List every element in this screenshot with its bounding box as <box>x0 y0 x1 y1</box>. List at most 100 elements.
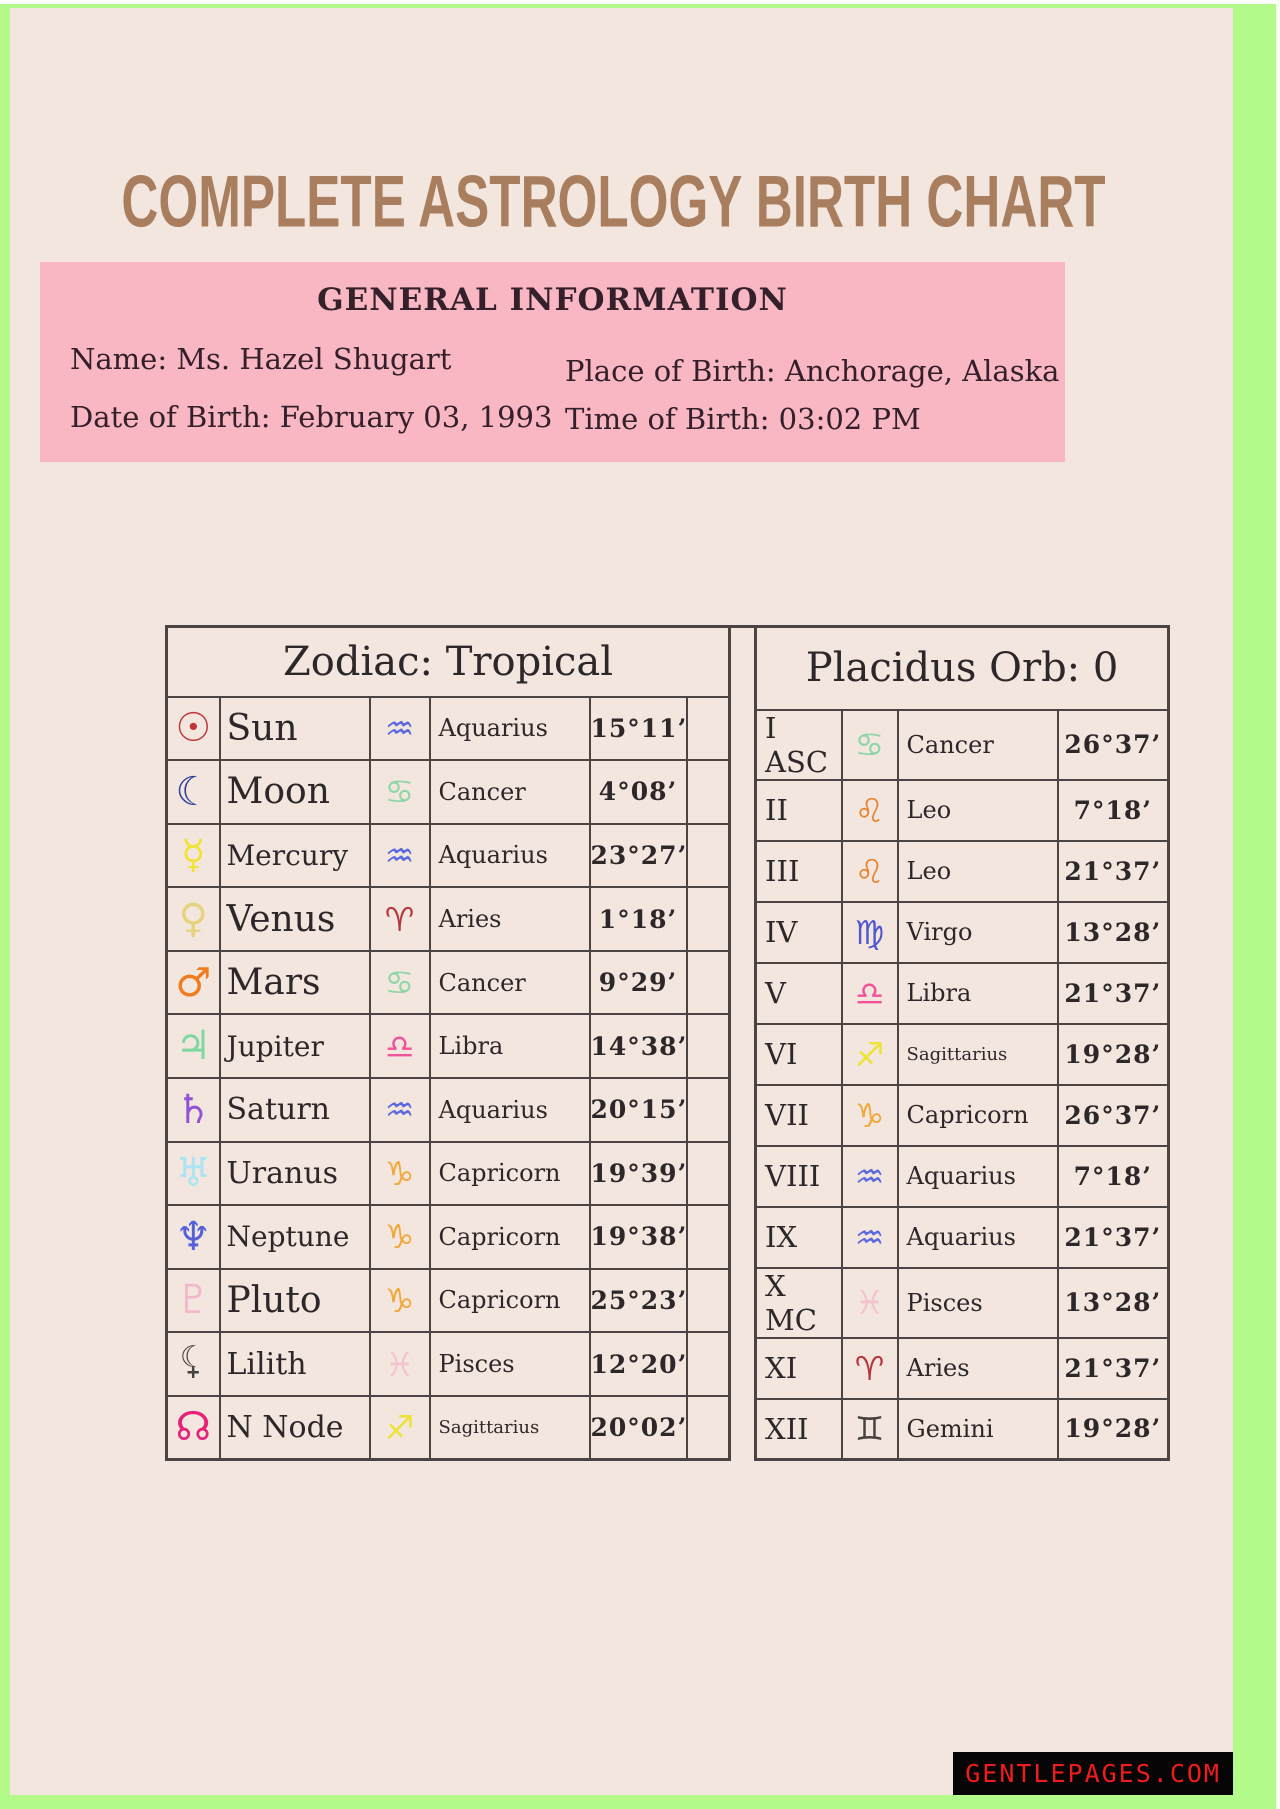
empty-cell <box>685 1140 731 1207</box>
virgo-icon: ♍ <box>854 912 885 952</box>
capricorn-icon: ♑ <box>384 1217 415 1257</box>
planet-name: Sun <box>218 695 371 762</box>
planet-name: Mercury <box>218 822 371 889</box>
planet-symbol-cell: ♆ <box>165 1204 221 1270</box>
table-gap-top-border <box>724 625 755 628</box>
empty-cell <box>685 822 731 889</box>
sign-symbol-cell: ♌ <box>840 778 899 842</box>
degree-value: 23°27’ <box>588 822 688 889</box>
general-info-left-column: Name: Ms. Hazel Shugart Date of Birth: F… <box>70 342 552 434</box>
degree-value: 19°28’ <box>1056 1022 1170 1086</box>
zodiac-row: ☾ Moon ♋ Cancer 4°08’ <box>165 759 731 825</box>
degree-value: 7°18’ <box>1056 1144 1170 1208</box>
sagittarius-icon: ♐ <box>854 1034 885 1074</box>
empty-cell <box>685 1267 731 1334</box>
sign-symbol-cell: ♈ <box>368 886 431 952</box>
house-row: V ♎ Libra 21°37’ <box>754 961 1170 1025</box>
house-row: III ♌ Leo 21°37’ <box>754 839 1170 903</box>
aquarius-icon: ♒ <box>854 1156 885 1196</box>
degree-value: 15°11’ <box>588 695 688 762</box>
house-label: VIII <box>754 1144 843 1208</box>
pisces-icon: ♓ <box>384 1344 415 1384</box>
libra-icon: ♎ <box>854 973 885 1013</box>
sign-name: Virgo <box>896 900 1059 964</box>
sign-symbol-cell: ♋ <box>840 708 899 781</box>
sign-symbol-cell: ♓ <box>368 1331 431 1397</box>
aquarius-icon: ♒ <box>384 835 415 875</box>
leo-icon: ♌ <box>854 851 885 891</box>
house-label: IX <box>754 1205 843 1269</box>
house-row: X MC ♓ Pisces 13°28’ <box>754 1266 1170 1339</box>
degree-value: 21°37’ <box>1056 839 1170 903</box>
house-row: VI ♐ Sagittarius 19°28’ <box>754 1022 1170 1086</box>
degree-value: 4°08’ <box>588 759 688 825</box>
neptune-icon: ♆ <box>175 1213 212 1260</box>
degree-value: 13°28’ <box>1056 900 1170 964</box>
zodiac-row: ☊ N Node ♐ Sagittarius 20°02’ <box>165 1394 731 1461</box>
sign-name: Aquarius <box>428 822 591 889</box>
planet-name: Neptune <box>218 1204 371 1270</box>
aquarius-icon: ♒ <box>384 708 415 748</box>
sign-name: Libra <box>896 961 1059 1025</box>
cancer-icon: ♋ <box>384 963 415 1003</box>
house-row: VII ♑ Capricorn 26°37’ <box>754 1083 1170 1147</box>
degree-value: 19°38’ <box>588 1204 688 1270</box>
sign-name: Cancer <box>896 708 1059 781</box>
planet-symbol-cell: ☉ <box>165 695 221 762</box>
sign-name: Gemini <box>896 1397 1059 1461</box>
planet-name: Lilith <box>218 1331 371 1397</box>
lilith-icon: ☾ + <box>179 1339 207 1385</box>
sign-symbol-cell: ♑ <box>368 1204 431 1270</box>
degree-value: 9°29’ <box>588 949 688 1016</box>
moon-icon: ☾ <box>175 768 212 815</box>
house-label: XI <box>754 1336 843 1400</box>
document-body: COMPLETE ASTROLOGY BIRTH CHART GENERAL I… <box>10 8 1233 1795</box>
planet-name: Moon <box>218 759 371 825</box>
sign-name: Aries <box>896 1336 1059 1400</box>
house-label: II <box>754 778 843 842</box>
general-info-heading: GENERAL INFORMATION <box>317 282 788 318</box>
planet-name: Saturn <box>218 1076 371 1143</box>
sign-symbol-cell: ♋ <box>368 759 431 825</box>
empty-cell <box>685 1331 731 1397</box>
capricorn-icon: ♑ <box>854 1095 885 1135</box>
sign-symbol-cell: ♑ <box>840 1083 899 1147</box>
degree-value: 21°37’ <box>1056 961 1170 1025</box>
house-row: I ASC ♋ Cancer 26°37’ <box>754 708 1170 781</box>
sign-name: Cancer <box>428 949 591 1016</box>
chart-tables: Zodiac: Tropical ☉ Sun ♒ Aquarius 15°11’ ☾ Moo… <box>165 625 1171 1461</box>
place-of-birth-line: Place of Birth: Anchorage, Alaska <box>565 354 1060 388</box>
sign-name: Aquarius <box>428 1076 591 1143</box>
house-row: XII ♊ Gemini 19°28’ <box>754 1397 1170 1461</box>
house-label: III <box>754 839 843 903</box>
zodiac-row: ♅ Uranus ♑ Capricorn 19°39’ <box>165 1140 731 1207</box>
sign-name: Aquarius <box>896 1205 1059 1269</box>
sign-name: Capricorn <box>428 1140 591 1207</box>
empty-cell <box>685 1204 731 1270</box>
sign-name: Aries <box>428 886 591 952</box>
planet-symbol-cell: ☾ <box>165 759 221 825</box>
sign-name: Pisces <box>896 1266 1059 1339</box>
name-line: Name: Ms. Hazel Shugart <box>70 342 452 376</box>
saturn-icon: ♄ <box>175 1086 212 1133</box>
degree-value: 7°18’ <box>1056 778 1170 842</box>
zodiac-header-row: Zodiac: Tropical <box>165 625 731 698</box>
pluto-icon: ♇ <box>175 1277 212 1324</box>
aries-icon: ♈ <box>854 1348 885 1388</box>
house-label: VII <box>754 1083 843 1147</box>
cancer-icon: ♋ <box>384 772 415 812</box>
sign-name: Cancer <box>428 759 591 825</box>
gemini-icon: ♊ <box>854 1409 885 1449</box>
sign-name: Capricorn <box>428 1267 591 1334</box>
degree-value: 21°37’ <box>1056 1336 1170 1400</box>
planet-name: Venus <box>218 886 371 952</box>
sign-name: Aquarius <box>428 695 591 762</box>
empty-cell <box>685 886 731 952</box>
house-row: IV ♍ Virgo 13°28’ <box>754 900 1170 964</box>
empty-cell <box>685 1394 731 1461</box>
degree-value: 19°39’ <box>588 1140 688 1207</box>
venus-icon: ♀ <box>178 896 208 943</box>
sign-symbol-cell: ♑ <box>368 1267 431 1334</box>
sign-name: Libra <box>428 1013 591 1079</box>
sign-symbol-cell: ♑ <box>368 1140 431 1207</box>
